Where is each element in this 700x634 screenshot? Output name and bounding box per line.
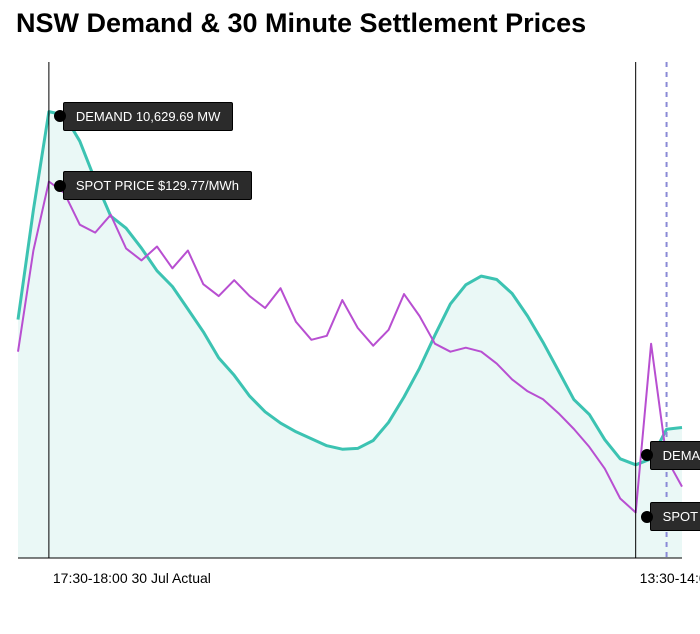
x-axis-label-0: 17:30-18:00 30 Jul Actual: [53, 570, 211, 586]
x-axis-label-1: 13:30-14:00 31 Jul Actual: [640, 570, 700, 586]
chart-title: NSW Demand & 30 Minute Settlement Prices: [16, 8, 586, 39]
demand-area: [18, 112, 682, 558]
chart-svg: [0, 48, 700, 608]
